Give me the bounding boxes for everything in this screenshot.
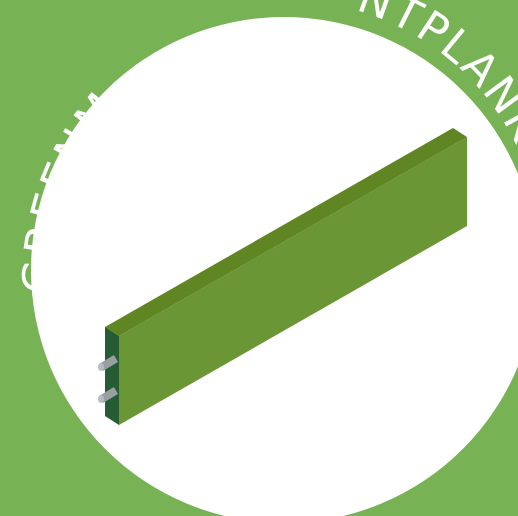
plank-icon [105,128,467,425]
plank-end-face [105,327,119,425]
pin-icon [98,355,118,403]
pin-lower-tip [98,395,104,403]
plank-front-face [119,137,467,425]
pin-upper-tip [98,363,104,371]
plank-top-face [105,128,467,336]
